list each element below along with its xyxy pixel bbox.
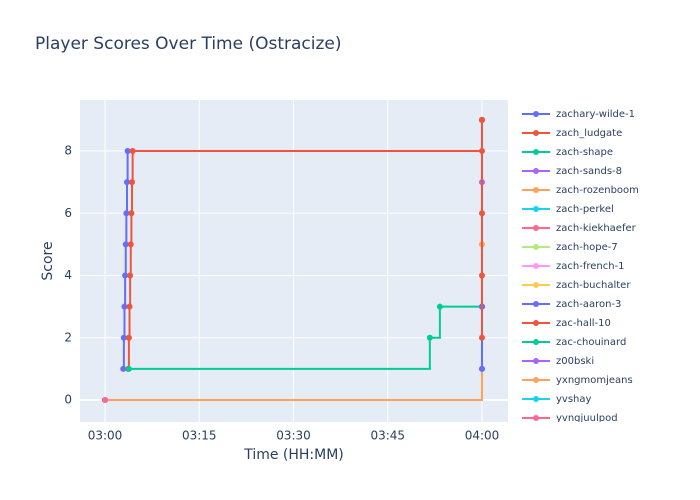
legend-label: zach-shape	[556, 147, 613, 158]
series-line	[128, 305, 482, 370]
data-point	[120, 334, 127, 341]
chart-title: Player Scores Over Time (Ostracize)	[35, 34, 342, 54]
data-point	[129, 148, 136, 155]
legend-label: yvshay	[556, 394, 592, 405]
legend-label: zach_ludgate	[556, 128, 622, 139]
plot-area	[80, 100, 508, 422]
legend-label: z00bski	[556, 356, 594, 367]
legend-marker	[533, 263, 539, 269]
legend-label: yvngjuulpod	[556, 413, 618, 424]
legend-label: zach-french-1	[556, 261, 625, 272]
data-point	[122, 272, 129, 279]
legend-label: zac-chouinard	[556, 337, 626, 348]
x-axis-label: Time (HH:MM)	[243, 447, 344, 463]
legend-marker	[533, 130, 539, 136]
legend-marker	[533, 415, 539, 421]
legend-label: zach-rozenboom	[556, 185, 639, 196]
legend-label: zach-perkel	[556, 204, 614, 215]
x-tick-label: 03:45	[370, 429, 405, 443]
data-point	[478, 210, 485, 217]
x-tick-label: 03:30	[276, 429, 311, 443]
legend-label: zach-kiekhaefer	[556, 223, 637, 234]
data-point	[122, 241, 129, 248]
data-point	[120, 365, 127, 372]
legend-marker	[533, 320, 539, 326]
legend-marker	[533, 358, 539, 364]
data-point	[478, 334, 485, 341]
legend-label: zach-sands-8	[556, 166, 622, 177]
data-point	[125, 334, 132, 341]
legend-marker	[533, 339, 539, 345]
legend-marker	[533, 377, 539, 383]
legend-marker	[533, 187, 539, 193]
data-point	[124, 148, 131, 155]
data-point	[128, 210, 135, 217]
legend-marker	[533, 244, 539, 250]
data-point	[125, 365, 132, 372]
data-point	[127, 272, 134, 279]
data-point	[478, 116, 485, 123]
legend-marker	[533, 168, 539, 174]
legend-label: yxngmomjeans	[556, 375, 633, 386]
legend-label: zac-hall-10	[556, 318, 611, 329]
legend: zachary-wilde-1 zach_ludgate zach-shape zac…	[522, 109, 639, 424]
data-point	[436, 303, 443, 310]
legend-marker	[533, 111, 539, 117]
data-point	[123, 179, 130, 186]
y-axis-label: Score	[40, 241, 56, 280]
x-tick-label: 03:15	[182, 429, 217, 443]
data-point	[426, 334, 433, 341]
legend-marker	[533, 282, 539, 288]
data-point	[478, 272, 485, 279]
legend-marker	[533, 206, 539, 212]
data-point	[127, 241, 134, 248]
legend-label: zach-buchalter	[556, 280, 631, 291]
legend-marker	[533, 225, 539, 231]
marks	[102, 116, 485, 403]
legend-label: zachary-wilde-1	[556, 109, 635, 120]
legend-marker	[533, 396, 539, 402]
data-point	[121, 303, 128, 310]
data-point	[129, 179, 136, 186]
legend-marker	[533, 301, 539, 307]
y-tick-label: 8	[64, 144, 72, 158]
y-tick-label: 0	[64, 392, 72, 406]
data-point	[102, 396, 109, 403]
legend-marker	[533, 149, 539, 155]
data-point	[478, 365, 485, 372]
y-tick-label: 6	[64, 206, 72, 220]
x-tick-label: 03:00	[88, 429, 123, 443]
data-point	[126, 303, 133, 310]
legend-label: zach-aaron-3	[556, 299, 621, 310]
legend-label: zach-hope-7	[556, 242, 618, 253]
data-point	[123, 210, 130, 217]
y-tick-label: 2	[64, 330, 72, 344]
x-tick-label: 04:00	[465, 429, 500, 443]
y-tick-label: 4	[64, 268, 72, 282]
